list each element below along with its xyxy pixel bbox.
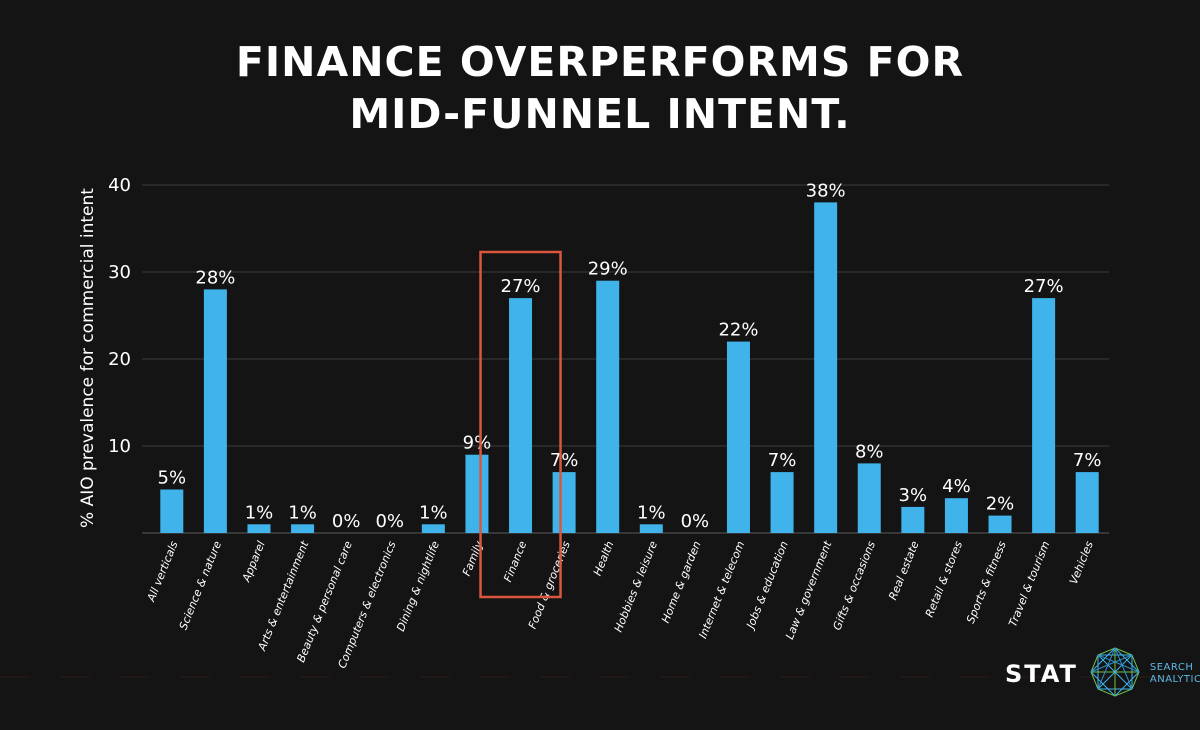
highlight-box bbox=[479, 250, 562, 599]
bar-dining-nightlife bbox=[421, 524, 445, 533]
category-label-hobbies-leisure: Hobbies & leisure bbox=[612, 539, 660, 634]
chart-title: FINANCE OVERPERFORMS FOR MID-FUNNEL INTE… bbox=[0, 36, 1200, 140]
data-label-hobbies-leisure: 1% bbox=[637, 502, 666, 523]
data-label-computers-electronics: 0% bbox=[375, 511, 404, 532]
category-label-all-verticals: All verticals bbox=[144, 539, 180, 604]
data-labels: 5% 28% 1% 1% 0% 0% 1% 9% 27% 7% 29% 1% 0% 22% 7% 38% 8% 3… bbox=[158, 180, 1102, 532]
bar-sports-fitness bbox=[988, 515, 1012, 533]
bar-gifts-occasions bbox=[857, 463, 881, 533]
category-label-travel-tourism: Travel & tourism bbox=[1006, 539, 1052, 628]
category-label-dining-nightlife: Dining & nightlife bbox=[394, 539, 442, 633]
bar-jobs-education bbox=[770, 472, 794, 533]
bar-vehicles bbox=[1075, 472, 1099, 533]
data-label-internet-telecom: 22% bbox=[718, 320, 758, 341]
category-label-health: Health bbox=[591, 539, 617, 577]
logo-brand-text: STAT bbox=[1005, 660, 1078, 688]
data-label-all-verticals: 5% bbox=[158, 468, 187, 489]
y-axis-label: % AIO prevalence for commercial intent bbox=[78, 188, 98, 528]
category-label-apparel: Apparel bbox=[239, 539, 267, 584]
bar-health bbox=[596, 280, 620, 533]
data-label-finance: 27% bbox=[501, 276, 541, 297]
category-label-gifts-occasions: Gifts & occasions bbox=[830, 539, 878, 632]
category-label-retail-stores: Retail & stores bbox=[923, 539, 965, 619]
category-label-sports-fitness: Sports & fitness bbox=[964, 539, 1009, 625]
category-label-food-groceries: Food & groceries bbox=[526, 539, 573, 631]
bar-apparel bbox=[247, 524, 271, 533]
bar-hobbies-leisure bbox=[639, 524, 663, 533]
category-label-law-government: Law & government bbox=[783, 539, 835, 642]
data-label-retail-stores: 4% bbox=[942, 476, 971, 497]
bar-retail-stores bbox=[944, 498, 968, 533]
category-label-vehicles: Vehicles bbox=[1067, 539, 1096, 586]
y-tick-label-40: 40 bbox=[108, 175, 131, 196]
data-label-dining-nightlife: 1% bbox=[419, 502, 448, 523]
bars bbox=[160, 202, 1099, 533]
network-sphere-icon bbox=[1088, 645, 1142, 703]
bar-real-estate bbox=[901, 506, 925, 533]
bar-finance bbox=[509, 298, 533, 533]
logo-subtitle: SEARCH ANALYTICS bbox=[1150, 662, 1200, 686]
category-label-family: Family bbox=[460, 539, 486, 578]
bar-law-government bbox=[814, 202, 838, 533]
decorative-band bbox=[0, 676, 1200, 678]
logo-sub-line-1: SEARCH bbox=[1149, 662, 1194, 673]
chart-title-line-1: FINANCE OVERPERFORMS FOR bbox=[235, 38, 965, 86]
data-label-food-groceries: 7% bbox=[550, 450, 579, 471]
bar-food-groceries bbox=[552, 472, 576, 533]
logo-sub-line-2: ANALYTICS bbox=[1149, 674, 1200, 685]
data-label-home-garden: 0% bbox=[681, 511, 710, 532]
y-tick-label-20: 20 bbox=[108, 349, 131, 370]
data-label-sports-fitness: 2% bbox=[986, 494, 1015, 515]
y-tick-label-10: 10 bbox=[108, 436, 131, 457]
stat-logo: STAT SEARCH ANALYTICS bbox=[1005, 646, 1200, 702]
y-axis-ticks: 10 20 30 40 bbox=[108, 175, 131, 457]
data-label-vehicles: 7% bbox=[1073, 450, 1102, 471]
data-label-health: 29% bbox=[588, 259, 628, 280]
y-tick-label-30: 30 bbox=[108, 262, 131, 283]
data-label-gifts-occasions: 8% bbox=[855, 441, 884, 462]
data-label-law-government: 38% bbox=[806, 180, 846, 201]
category-label-home-garden: Home & garden bbox=[659, 539, 704, 625]
category-label-finance: Finance bbox=[501, 539, 529, 584]
bar-all-verticals bbox=[160, 489, 184, 533]
data-label-beauty-personal-care: 0% bbox=[332, 511, 361, 532]
bar-family bbox=[465, 454, 489, 533]
data-label-science-nature: 28% bbox=[195, 267, 235, 288]
highlight-box-layer bbox=[479, 250, 562, 599]
data-label-family: 9% bbox=[463, 433, 492, 454]
category-label-internet-telecom: Internet & telecom bbox=[696, 539, 747, 640]
category-label-real-estate: Real estate bbox=[886, 539, 921, 602]
bar-science-nature bbox=[203, 289, 227, 533]
data-label-real-estate: 3% bbox=[899, 485, 928, 506]
category-label-jobs-education: Jobs & education bbox=[743, 539, 791, 632]
data-label-apparel: 1% bbox=[245, 502, 274, 523]
bar-travel-tourism bbox=[1032, 298, 1056, 533]
data-label-arts-entertainment: 1% bbox=[288, 502, 317, 523]
bar-arts-entertainment bbox=[291, 524, 315, 533]
chart-title-line-2: MID-FUNNEL INTENT. bbox=[349, 90, 851, 138]
data-label-travel-tourism: 27% bbox=[1024, 276, 1064, 297]
category-label-science-nature: Science & nature bbox=[177, 539, 225, 632]
data-label-jobs-education: 7% bbox=[768, 450, 797, 471]
bar-internet-telecom bbox=[726, 341, 750, 533]
